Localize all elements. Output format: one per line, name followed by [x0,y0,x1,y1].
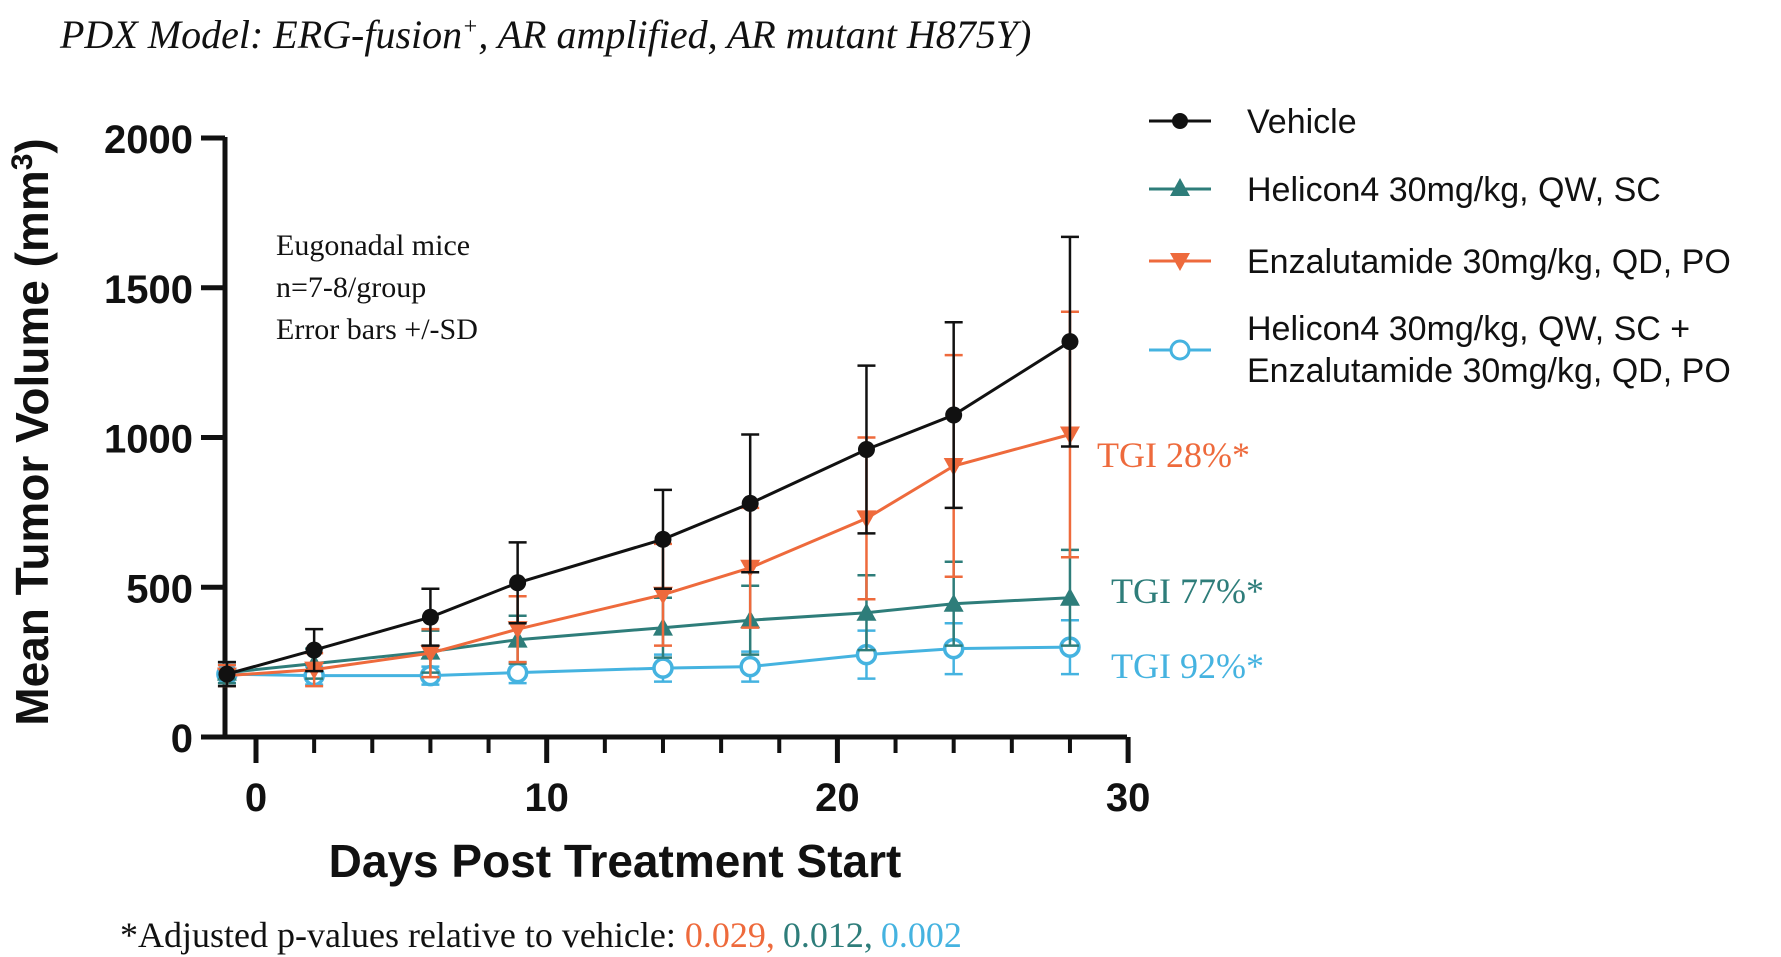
data-point-vehicle [305,641,323,659]
legend: Vehicle Helicon4 30mg/kg, QW, SC Enzalut… [1149,103,1731,390]
legend-label-combo-line1: Helicon4 30mg/kg, QW, SC + [1247,310,1690,348]
x-axis-label: Days Post Treatment Start [329,835,902,887]
legend-marker-combo [1169,339,1191,361]
data-point-helicon4 [943,593,964,612]
y-tick-label: 1500 [104,268,193,312]
y-axis-ticks: 0 500 1000 1500 2000 [104,118,225,761]
footer-note: *Adjusted p-values relative to vehicle: … [120,915,962,955]
legend-item-combo: Helicon4 30mg/kg, QW, SC + Enzalutamide … [1149,310,1731,390]
x-tick-label: 20 [815,776,860,820]
data-point-enzalutamide [652,586,673,605]
tgi-label-enzalutamide: TGI 28%* [1097,435,1250,475]
x-axis-ticks: 0 10 20 30 [245,737,1150,820]
annotation-line-1: Eugonadal mice [276,229,470,262]
legend-label-enzalutamide: Enzalutamide 30mg/kg, QD, PO [1247,243,1731,281]
data-point-combo [506,661,529,684]
data-point-vehicle [1061,333,1079,351]
series-line-vehicle [226,340,1071,676]
series-layer [216,235,1081,688]
legend-item-helicon4: Helicon4 30mg/kg, QW, SC [1149,171,1661,209]
data-point-vehicle [218,665,236,683]
tgi-label-helicon4: TGI 77%* [1111,571,1264,611]
legend-item-vehicle: Vehicle [1149,103,1357,141]
data-point-vehicle [421,608,439,626]
annotation-line-2: n=7-8/group [276,271,426,304]
y-tick-label: 500 [126,567,193,611]
legend-label-vehicle: Vehicle [1247,103,1357,141]
y-tick-label: 0 [171,717,193,761]
legend-label-helicon4: Helicon4 30mg/kg, QW, SC [1247,171,1661,209]
x-tick-label: 0 [245,776,267,820]
annotation-line-3: Error bars +/-SD [276,313,478,346]
data-point-enzalutamide [507,621,528,640]
data-point-helicon4 [856,602,877,621]
data-point-vehicle [857,440,875,458]
series-line-helicon4 [226,596,1071,675]
series-vehicle [217,235,1079,688]
x-tick-label: 30 [1106,776,1151,820]
data-point-vehicle [509,574,527,592]
footer-p-helicon4: 0.012, [783,915,873,955]
footer-p-enzalutamide: 0.029, [685,915,775,955]
data-point-combo [652,657,674,679]
footer-p-combo: 0.002 [881,915,962,955]
legend-item-enzalutamide: Enzalutamide 30mg/kg, QD, PO [1149,243,1731,281]
y-tick-label: 1000 [104,418,193,462]
data-point-combo [739,655,761,678]
data-point-enzalutamide [420,645,441,664]
data-point-vehicle [654,530,672,548]
data-point-vehicle [945,406,963,424]
series-helicon4 [216,548,1080,685]
x-tick-label: 10 [524,776,569,820]
legend-marker-helicon4 [1170,178,1190,196]
y-axis-label: Mean Tumor Volume (mm3) [6,138,58,725]
legend-marker-vehicle [1172,113,1188,129]
chart-title: PDX Model: ERG-fusion+, AR amplified, AR… [59,12,1031,57]
legend-label-combo-line2: Enzalutamide 30mg/kg, QD, PO [1247,352,1731,390]
y-tick-label: 2000 [104,118,193,162]
data-point-helicon4 [1059,587,1080,606]
tgi-label-combo: TGI 92%* [1111,646,1264,686]
legend-marker-enzalutamide [1170,253,1190,271]
data-point-vehicle [741,494,759,512]
